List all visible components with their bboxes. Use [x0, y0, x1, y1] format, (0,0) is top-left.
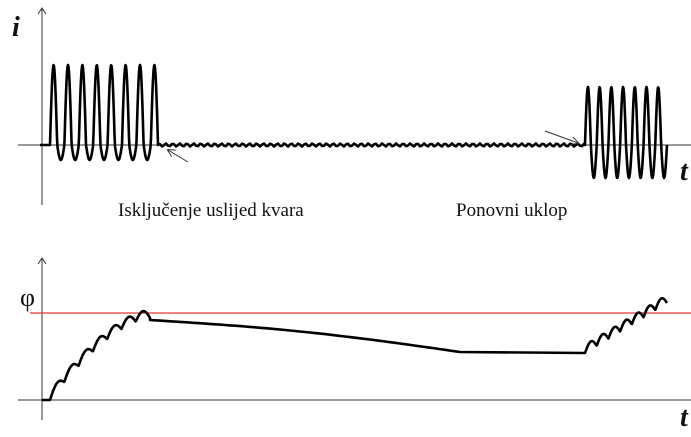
current-waveform: [40, 63, 669, 180]
t-label-bottom: t: [680, 402, 689, 432]
annotation-left: Isključenje uslijed kvara: [118, 200, 304, 221]
t-label-top: t: [680, 156, 689, 187]
i-label: i: [12, 12, 20, 43]
annotation-right: Ponovni uklop: [456, 200, 567, 221]
phase-waveform: [42, 297, 669, 402]
i-axis-arrow: [37, 7, 47, 15]
arrow-right: [544, 130, 578, 143]
phi-axis-arrow: [37, 257, 47, 265]
arrow-left: [168, 150, 189, 163]
phi-label: φ: [20, 283, 35, 312]
